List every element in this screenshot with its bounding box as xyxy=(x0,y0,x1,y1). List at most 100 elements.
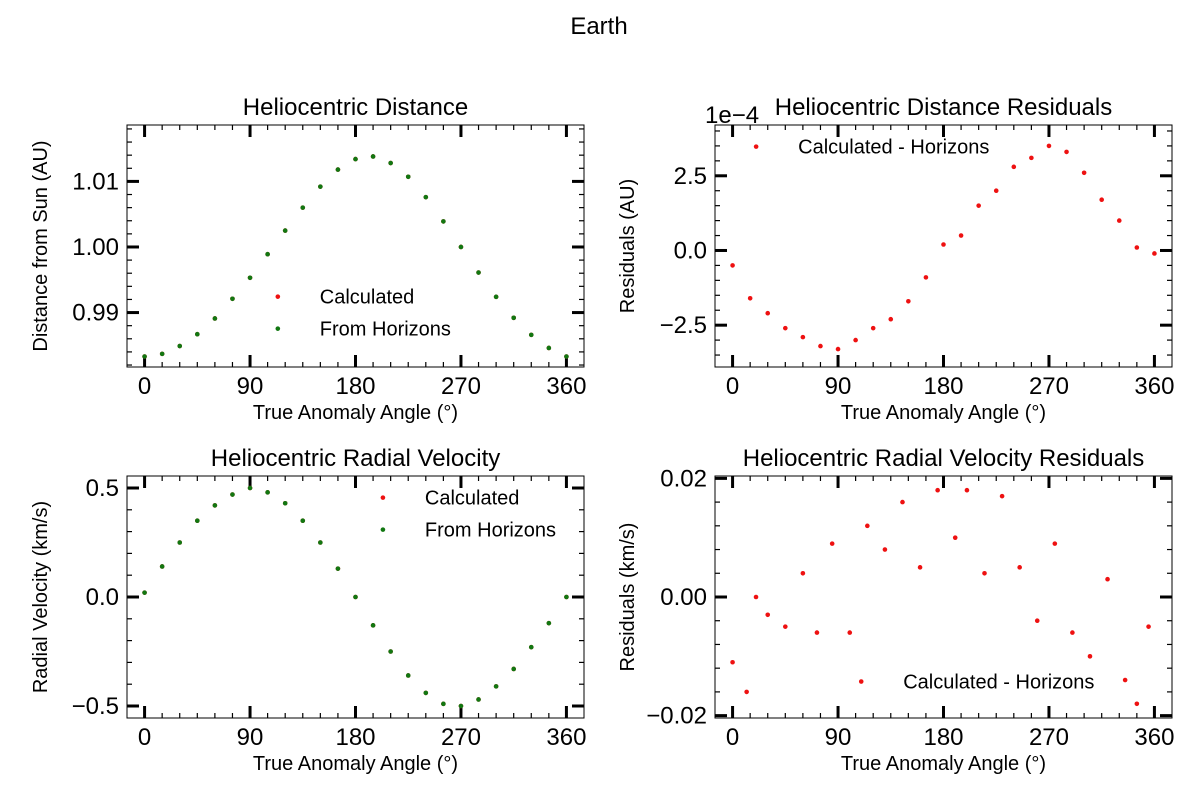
radial-velocity-residuals-point-calculated-horizons xyxy=(1017,565,1022,570)
distance-residuals-y-tick-label: 0.0 xyxy=(674,237,707,264)
distance-legend-label-from-horizons: From Horizons xyxy=(320,319,451,341)
distance-point-from-horizons xyxy=(476,270,481,275)
distance-residuals-x-tick-label: 270 xyxy=(1029,373,1069,400)
radial-velocity-residuals-point-calculated-horizons xyxy=(1070,630,1075,635)
radial-velocity-point-from-horizons xyxy=(546,620,552,626)
distance-residuals-point-calculated-horizons xyxy=(1064,149,1069,155)
distance-x-tick-label: 180 xyxy=(335,373,375,400)
distance-title: Heliocentric Distance xyxy=(243,94,468,121)
radial-velocity-residuals-x-tick-label: 180 xyxy=(923,724,963,751)
distance-residuals-point-calculated-horizons xyxy=(1152,251,1157,256)
distance-point-from-horizons xyxy=(441,219,446,224)
distance-point-from-horizons xyxy=(405,174,411,180)
distance-point-from-horizons xyxy=(177,343,183,349)
radial-velocity-residuals-point-calculated-horizons xyxy=(952,535,958,540)
distance-point-from-horizons xyxy=(265,251,270,257)
radial-velocity-point-from-horizons xyxy=(564,594,569,600)
distance-residuals-point-calculated-horizons xyxy=(1099,197,1104,202)
radial-velocity-point-from-horizons xyxy=(511,666,516,672)
distance-y-tick-label: 0.99 xyxy=(72,300,119,327)
distance-legend-marker-calculated xyxy=(275,294,281,299)
radial-velocity-point-from-horizons xyxy=(318,540,323,545)
radial-velocity-point-from-horizons xyxy=(282,500,288,506)
radial-velocity-y-axis-label: Radial Velocity (km/s) xyxy=(30,501,52,693)
distance-residuals-point-calculated-horizons xyxy=(1011,164,1017,170)
radial-velocity-point-from-horizons xyxy=(441,701,446,707)
radial-velocity-x-tick-label: 180 xyxy=(335,724,375,751)
distance-point-from-horizons xyxy=(212,316,218,321)
radial-velocity-legend-label-calculated: Calculated xyxy=(425,488,520,510)
distance-residuals-point-calculated-horizons xyxy=(1029,155,1034,161)
radial-velocity-point-from-horizons xyxy=(265,490,270,495)
distance-residuals-point-calculated-horizons xyxy=(800,334,806,340)
radial-velocity-residuals-x-tick-label: 0 xyxy=(726,724,739,751)
radial-velocity-point-from-horizons xyxy=(230,492,235,497)
distance-point-from-horizons xyxy=(335,167,341,172)
radial-velocity-residuals-legend-label-calculated-horizons: Calculated - Horizons xyxy=(903,672,1094,694)
distance-point-from-horizons xyxy=(528,332,534,338)
distance-x-tick-label: 360 xyxy=(546,373,586,400)
distance-x-tick-label: 270 xyxy=(441,373,481,400)
distance-point-from-horizons xyxy=(370,154,376,159)
distance-residuals-legend-marker-calculated-horizons xyxy=(753,144,759,149)
radial-velocity-residuals-title: Heliocentric Radial Velocity Residuals xyxy=(743,445,1145,472)
distance-point-from-horizons xyxy=(458,244,464,250)
radial-velocity-residuals-point-calculated-horizons xyxy=(982,570,987,576)
distance-residuals-point-calculated-horizons xyxy=(835,346,841,352)
radial-velocity-residuals-point-calculated-horizons xyxy=(800,570,806,576)
radial-velocity-point-from-horizons xyxy=(142,590,147,595)
distance-residuals-point-calculated-horizons xyxy=(958,233,964,238)
radial-velocity-title: Heliocentric Radial Velocity xyxy=(211,445,500,472)
distance-y-tick-label: 1.00 xyxy=(72,234,119,261)
distance-point-from-horizons xyxy=(282,228,288,233)
distance-residuals-x-axis-label: True Anomaly Angle (°) xyxy=(841,402,1046,424)
radial-velocity-residuals-x-axis-label: True Anomaly Angle (°) xyxy=(841,753,1046,775)
distance-point-from-horizons xyxy=(493,294,499,300)
distance-residuals-point-calculated-horizons xyxy=(747,295,753,301)
distance-point-from-horizons xyxy=(247,275,253,281)
radial-velocity-point-from-horizons xyxy=(476,697,481,702)
radial-velocity-legend-marker-from-horizons xyxy=(380,527,386,532)
radial-velocity-residuals-point-calculated-horizons xyxy=(1134,701,1140,707)
distance-residuals-point-calculated-horizons xyxy=(906,298,911,304)
radial-velocity-residuals-point-calculated-horizons xyxy=(1122,677,1128,683)
radial-velocity-residuals-point-calculated-horizons xyxy=(765,612,771,618)
distance-residuals-x-tick-label: 90 xyxy=(825,373,852,400)
radial-velocity-y-tick-label: −0.5 xyxy=(72,693,119,720)
radial-velocity-residuals-y-tick-label: 0.02 xyxy=(660,465,707,492)
radial-velocity-residuals-x-tick-label: 360 xyxy=(1134,724,1174,751)
radial-velocity-legend-marker-calculated xyxy=(380,495,386,500)
radial-velocity-residuals-point-calculated-horizons xyxy=(865,523,870,529)
radial-velocity-point-from-horizons xyxy=(300,518,306,523)
radial-velocity-y-tick-label: 0.5 xyxy=(86,475,119,502)
radial-velocity-residuals-point-calculated-horizons xyxy=(999,493,1005,499)
radial-velocity-residuals-x-tick-label: 90 xyxy=(825,724,852,751)
radial-velocity-residuals-point-calculated-horizons xyxy=(744,689,749,695)
radial-velocity-point-from-horizons xyxy=(405,673,411,678)
distance-point-from-horizons xyxy=(511,315,516,321)
distance-point-from-horizons xyxy=(159,351,165,357)
distance-residuals-y-tick-label: 2.5 xyxy=(674,163,707,190)
radial-velocity-point-from-horizons xyxy=(388,649,393,654)
radial-velocity-residuals-y-tick-label: 0.00 xyxy=(660,584,707,611)
radial-velocity-point-from-horizons xyxy=(353,594,358,600)
radial-velocity-residuals-point-calculated-horizons xyxy=(814,630,820,635)
radial-velocity-residuals-y-tick-label: −0.02 xyxy=(646,703,707,730)
radial-velocity-residuals-point-calculated-horizons xyxy=(1052,541,1058,546)
distance-residuals-point-calculated-horizons xyxy=(993,188,999,194)
radial-velocity-residuals-point-calculated-horizons xyxy=(847,630,853,635)
distance-residuals-point-calculated-horizons xyxy=(976,203,981,208)
radial-velocity-residuals-point-calculated-horizons xyxy=(1105,576,1110,582)
radial-velocity-point-from-horizons xyxy=(195,518,200,523)
radial-velocity-residuals-y-axis-label: Residuals (km/s) xyxy=(617,523,639,672)
panel-radial-velocity-residuals: 0 90 180 270 360 −0.02 0.00 0.02 Heliocentric Ra… xyxy=(617,445,1174,775)
radial-velocity-x-tick-label: 0 xyxy=(138,724,151,751)
distance-point-from-horizons xyxy=(546,345,552,351)
distance-residuals-point-calculated-horizons xyxy=(730,263,735,268)
distance-point-from-horizons xyxy=(353,156,358,162)
radial-velocity-residuals-point-calculated-horizons xyxy=(964,487,970,493)
distance-residuals-point-calculated-horizons xyxy=(818,343,823,349)
distance-point-from-horizons xyxy=(318,184,323,189)
distance-point-from-horizons xyxy=(195,331,200,337)
